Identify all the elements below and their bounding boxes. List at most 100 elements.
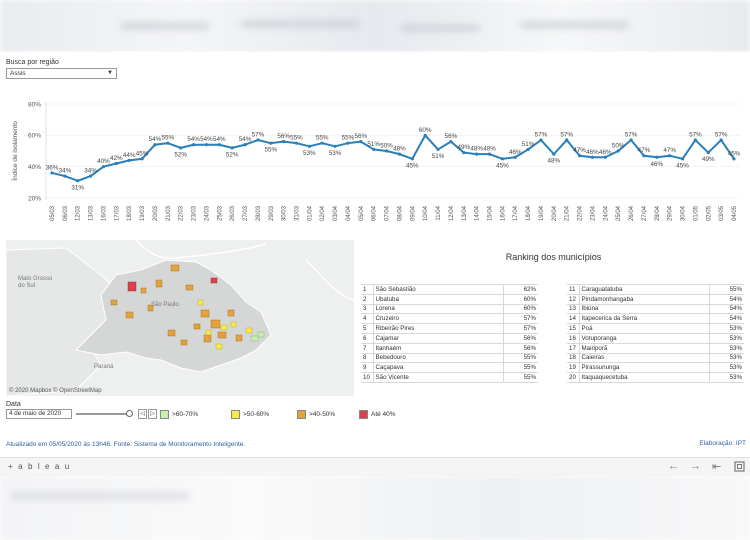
date-slider-track[interactable] [76,413,132,415]
data-point[interactable] [359,140,363,144]
date-input[interactable]: 4 de maio de 2020 [6,409,72,419]
fullscreen-icon[interactable] [734,461,745,475]
data-point[interactable] [655,155,659,159]
ranking-value: 60% [502,293,538,305]
data-point[interactable] [243,143,247,147]
ranking-row[interactable]: 5 Ribeirão Pires 57% [361,323,538,334]
data-point[interactable] [423,133,427,137]
data-point[interactable] [114,161,118,166]
data-point[interactable] [217,143,221,147]
data-point[interactable] [397,152,402,156]
date-slider-handle[interactable] [126,410,133,417]
data-point[interactable] [565,138,569,142]
data-point[interactable] [294,141,299,145]
region-select[interactable]: Assis ▼ [6,68,117,79]
data-point[interactable] [89,174,93,178]
data-point[interactable] [487,152,492,156]
data-point[interactable] [513,155,517,159]
data-point[interactable] [179,146,183,150]
data-point[interactable] [500,157,504,161]
ranking-row[interactable]: 7 Itanhaém 56% [361,342,538,354]
data-point[interactable] [282,140,286,144]
data-point[interactable] [590,155,595,159]
ranking-row[interactable]: 12 Pindamonhangaba 54% [567,293,744,305]
data-point[interactable] [50,171,54,175]
date-prev-button[interactable]: ◁ [138,409,147,419]
data-point[interactable] [629,138,633,142]
data-point[interactable] [256,138,260,142]
data-point[interactable] [346,141,350,145]
data-point[interactable] [732,157,736,161]
data-point[interactable] [603,155,607,159]
ranking-row[interactable]: 11 Caraguatatuba 55% [567,284,744,295]
ranking-row[interactable]: 9 Caçapava 55% [361,362,538,374]
data-point[interactable] [642,154,646,158]
data-point[interactable] [269,141,273,145]
data-point[interactable] [616,149,620,153]
ranking-row[interactable]: 18 Caieiras 53% [567,352,744,364]
data-point[interactable] [333,144,337,148]
ranking-row[interactable]: 15 Poá 53% [567,323,744,334]
data-point[interactable] [462,150,466,155]
data-point[interactable] [436,147,440,152]
data-point[interactable] [693,138,697,142]
data-point[interactable] [526,147,530,152]
data-point[interactable] [577,154,582,158]
x-tick-label: 04/04 [346,205,352,221]
ranking-row[interactable]: 3 Lorena 60% [361,303,538,315]
revert-icon[interactable]: ⇤ [712,461,722,473]
data-point[interactable] [101,165,106,169]
data-point[interactable] [719,138,723,142]
ranking-row[interactable]: 13 Ibiúna 54% [567,303,744,315]
data-point[interactable] [76,179,80,183]
data-label: 48% [548,158,561,165]
data-point[interactable] [307,144,311,148]
data-point[interactable] [166,141,170,145]
ranking-row[interactable]: 19 Pirassununga 53% [567,362,744,374]
undo-icon[interactable]: ← [668,460,679,472]
data-label: 47% [573,147,586,154]
data-point[interactable] [539,138,543,142]
legend-item[interactable]: >50-60% [231,410,269,419]
ranking-row[interactable]: 17 Mairiporã 53% [567,342,744,354]
ranking-row[interactable]: 10 São Vicente 55% [361,372,538,383]
ranking-row[interactable]: 14 Itapecerica da Serra 54% [567,313,744,325]
data-label: 51% [522,141,535,148]
ranking-row[interactable]: 16 Votuporanga 53% [567,332,744,344]
ranking-row[interactable]: 4 Cruzeiro 57% [361,313,538,325]
data-point[interactable] [191,143,196,147]
map-credit[interactable]: © 2020 Mapbox © OpenStreetMap [9,388,102,394]
data-point[interactable] [449,140,453,144]
data-point[interactable] [410,157,414,161]
data-point[interactable] [680,157,685,161]
legend-item[interactable]: >60-70% [160,410,198,419]
data-point[interactable] [63,174,67,178]
data-point[interactable] [320,141,324,145]
sao-paulo-map[interactable]: Mato Grosso do Sul Paraná São Paulo © 20… [6,240,354,396]
data-point[interactable] [372,147,376,152]
ranking-row[interactable]: 2 Ubatuba 60% [361,293,538,305]
ranking-row[interactable]: 6 Cajamar 56% [361,332,538,344]
data-point[interactable] [706,150,710,155]
date-next-button[interactable]: ▷ [148,409,157,419]
ranking-row[interactable]: 8 Bebedouro 55% [361,352,538,364]
legend-item[interactable]: >40-50% [297,410,335,419]
data-point[interactable] [475,152,479,156]
ranking-position: 15 [567,323,580,334]
redo-icon[interactable]: → [690,460,701,472]
y-tick-label: 60% [28,133,41,140]
data-point[interactable] [230,146,234,150]
ranking-row[interactable]: 1 São Sebastião 62% [361,284,538,295]
ranking-row[interactable]: 20 Itaquaquecetuba 53% [567,372,744,383]
data-point[interactable] [127,158,131,162]
data-point[interactable] [552,152,556,156]
data-point[interactable] [153,143,157,147]
legend-item[interactable]: Até 40% [359,410,396,419]
data-point[interactable] [204,143,209,147]
x-tick-label: 17/03 [114,205,120,221]
data-point[interactable] [384,149,389,153]
data-point[interactable] [140,157,144,161]
x-tick-label: 07/04 [385,205,391,221]
tableau-logo[interactable]: + a b l e a u [8,462,71,471]
data-point[interactable] [668,154,672,158]
